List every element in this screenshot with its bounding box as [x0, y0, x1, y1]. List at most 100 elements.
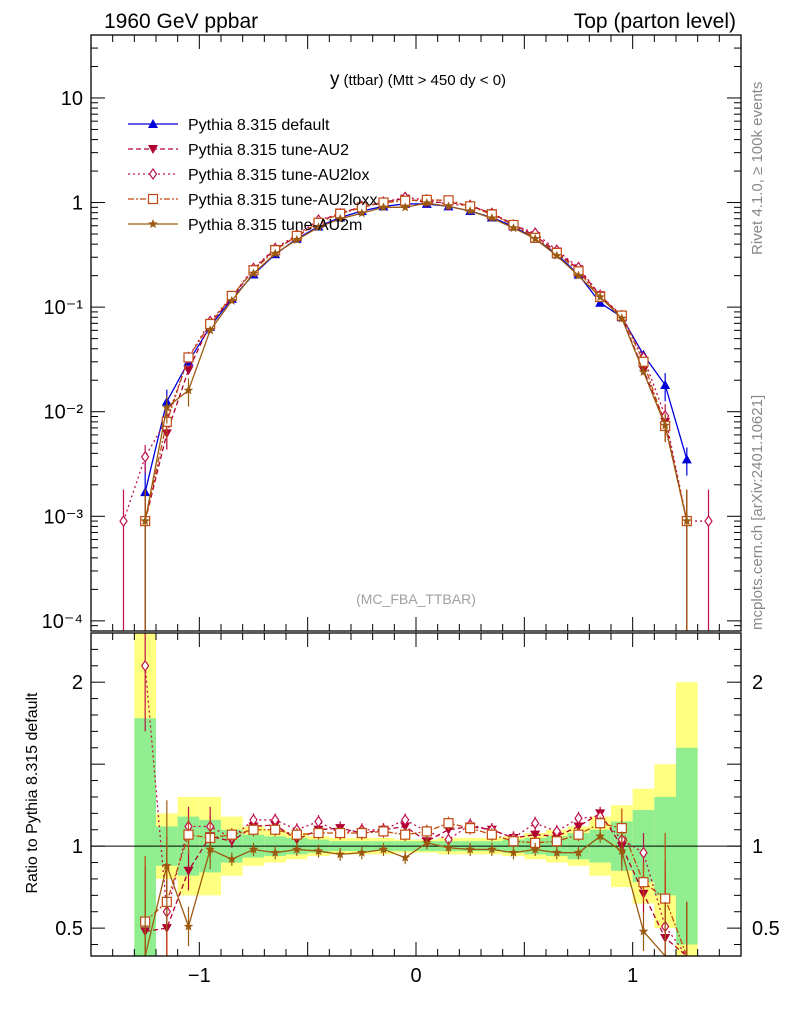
ratio-series-4: [144, 800, 688, 957]
marker-star: [378, 844, 389, 854]
ratio-line: [144, 835, 687, 957]
marker-diamond: [530, 817, 540, 830]
marker-star: [443, 842, 454, 852]
marker-square: [313, 827, 324, 839]
y-tick-label: 10⁻¹: [44, 297, 84, 319]
ratio-y-label: Ratio to Pythia 8.315 default: [24, 692, 41, 894]
marker-star: [465, 206, 475, 216]
marker-star: [357, 847, 367, 857]
mcplots-label: mcplots.cern.ch [arXiv:2401.10621]: [749, 395, 766, 630]
y-tick-label: 10⁻²: [44, 402, 84, 424]
marker-star: [487, 213, 497, 223]
marker-square: [551, 836, 562, 847]
marker-diamond: [148, 167, 158, 181]
marker-square: [291, 829, 302, 840]
main-frame: [90, 34, 742, 632]
marker-star: [530, 844, 540, 854]
marker-triangle-up: [681, 454, 692, 464]
marker-square: [616, 823, 627, 834]
marker-diamond: [140, 450, 150, 463]
marker-star: [335, 849, 345, 859]
marker-star: [552, 847, 562, 857]
legend-label: Pythia 8.315 tune-AU2loxx: [188, 192, 377, 209]
marker-star: [227, 854, 237, 864]
legend-label: Pythia 8.315 tune-AU2: [188, 142, 349, 159]
marker-square: [421, 826, 432, 837]
marker-star: [508, 223, 519, 233]
marker-square: [486, 829, 497, 840]
marker-star: [422, 837, 432, 847]
marker-star: [335, 213, 345, 223]
marker-triangle-up: [660, 380, 671, 390]
marker-star: [162, 402, 172, 412]
marker-triangle-up: [595, 297, 606, 307]
chart-title-main: y: [330, 69, 340, 90]
marker-square: [378, 826, 389, 837]
x-tick-label: −1: [188, 965, 211, 987]
chart-title: y (ttbar) (Mtt > 450 dy < 0): [330, 69, 506, 90]
legend: Pythia 8.315 default Pythia 8.315 tune-AU…: [128, 117, 377, 234]
marker-star: [443, 201, 454, 211]
marker-star: [530, 233, 540, 243]
y-tick-label: 10⁻⁴: [42, 611, 83, 633]
legend-label: Pythia 8.315 default: [188, 117, 330, 134]
marker-star: [205, 325, 215, 335]
x-tick-label: 1: [627, 965, 638, 987]
marker-triangle-up: [148, 119, 158, 128]
marker-square: [573, 829, 584, 840]
marker-star: [660, 420, 670, 430]
marker-star: [357, 208, 367, 218]
marker-star: [617, 846, 627, 856]
series-4: [140, 198, 692, 631]
marker-square: [595, 818, 606, 829]
series-line: [144, 197, 688, 522]
watermark: (MC_FBA_TTBAR): [356, 591, 476, 607]
marker-star: [313, 222, 324, 232]
series-3: [140, 194, 692, 631]
marker-star: [148, 219, 158, 229]
marker-triangle-down: [183, 866, 194, 876]
marker-star: [400, 202, 410, 212]
ratio-line: [145, 812, 688, 957]
marker-star: [183, 921, 194, 931]
marker-star: [595, 291, 605, 302]
main-series: [119, 191, 713, 631]
series-line: [122, 196, 709, 522]
marker-triangle-down: [183, 366, 194, 376]
marker-star: [422, 198, 432, 208]
marker-star: [270, 847, 280, 857]
marker-star: [400, 852, 410, 862]
marker-star: [313, 846, 324, 856]
marker-star: [183, 385, 194, 395]
ratio-tick-label-right: 0.5: [752, 918, 780, 940]
chart-title-sub: (ttbar) (Mtt > 450 dy < 0): [343, 72, 506, 89]
marker-square: [443, 818, 454, 829]
marker-square: [508, 836, 519, 847]
ratio-tick-label: 2: [72, 672, 83, 694]
series-2: [119, 191, 713, 631]
rivet-label: Rivet 4.1.0, ≥ 100k events: [749, 82, 766, 255]
marker-star: [465, 844, 475, 854]
marker-square: [270, 824, 281, 835]
legend-label: Pythia 8.315 tune-AU2lox: [188, 167, 369, 184]
marker-square: [183, 352, 194, 363]
marker-diamond: [400, 813, 410, 826]
legend-label: Pythia 8.315 tune-AU2m: [188, 217, 362, 234]
y-tick-label: 10⁻³: [44, 506, 84, 528]
marker-star: [162, 860, 172, 870]
marker-diamond: [140, 659, 150, 672]
marker-star: [292, 234, 302, 244]
ratio-tick-label-right: 2: [752, 672, 763, 694]
marker-triangle-down: [148, 145, 158, 154]
series-1: [140, 194, 692, 631]
marker-star: [638, 926, 649, 936]
ratio-tick-label: 1: [72, 836, 83, 858]
ratio-frame: [90, 632, 742, 957]
marker-star: [638, 366, 649, 376]
marker-square: [248, 824, 259, 835]
marker-square: [400, 829, 411, 840]
marker-star: [227, 295, 237, 305]
marker-square: [638, 877, 649, 888]
marker-star: [573, 847, 584, 857]
